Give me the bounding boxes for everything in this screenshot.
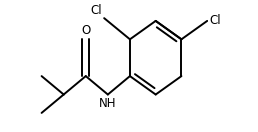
Text: O: O bbox=[81, 24, 90, 37]
Text: NH: NH bbox=[99, 97, 117, 110]
Text: Cl: Cl bbox=[209, 14, 221, 27]
Text: Cl: Cl bbox=[91, 4, 102, 17]
